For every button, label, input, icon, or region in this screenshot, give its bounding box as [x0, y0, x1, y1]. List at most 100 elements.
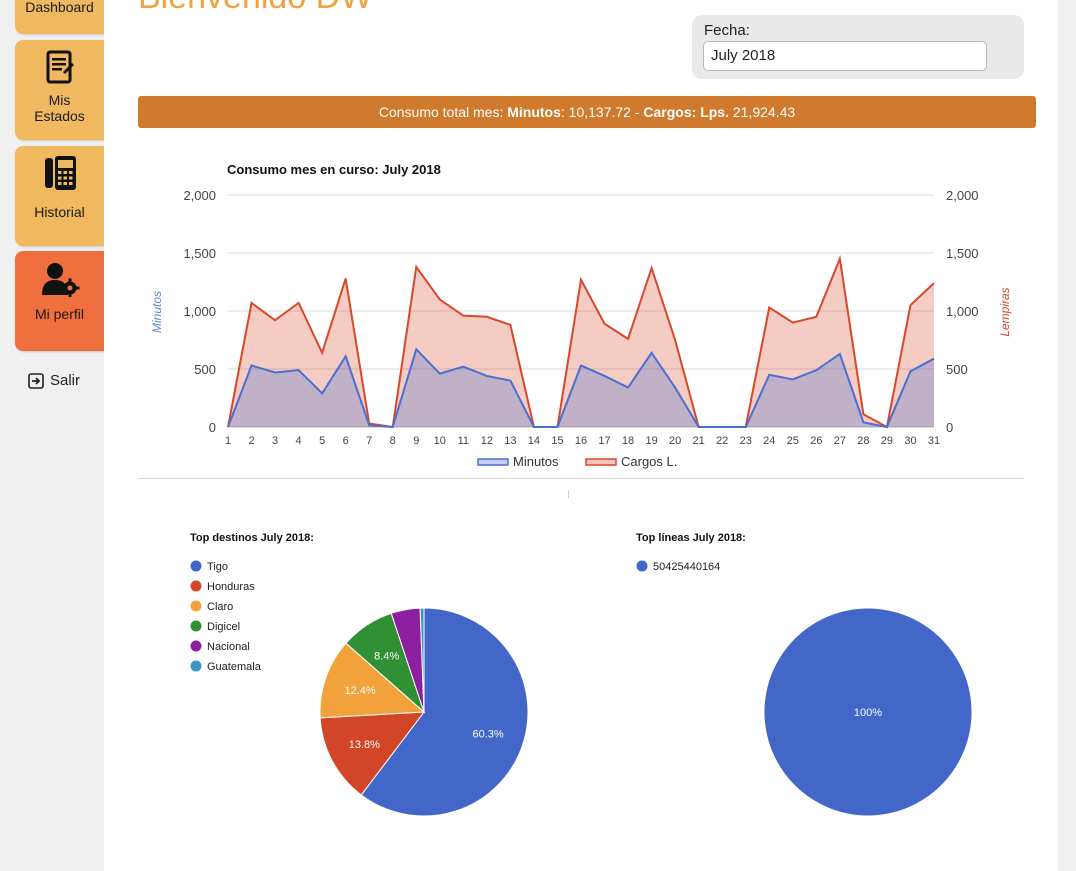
pie-slice-label: 100%	[854, 707, 882, 719]
x-tick-label: 23	[740, 435, 752, 447]
main-content: Bienvenido DW Fecha: July 2018 Consumo t…	[104, 0, 1058, 871]
nav-mis-estados-button[interactable]: Mis Estados	[15, 40, 104, 140]
x-tick-label: 30	[904, 435, 916, 447]
y-axis-right-label: Lempiras	[998, 287, 1012, 336]
x-tick-label: 22	[716, 435, 728, 447]
pie-slice	[763, 607, 973, 817]
nav-mi-perfil-label: Mi perfil	[34, 306, 84, 322]
x-tick-label: 21	[693, 435, 705, 447]
banner-cargos-label: Cargos: Lps.	[643, 104, 729, 120]
x-tick-label: 15	[551, 435, 563, 447]
legend-swatch	[190, 600, 202, 612]
banner-prefix: Consumo total mes:	[378, 104, 508, 120]
legend-swatch	[190, 660, 202, 672]
fecha-panel: Fecha: July 2018	[692, 15, 1024, 79]
x-tick-label: 17	[598, 435, 610, 447]
divider-mark	[568, 490, 569, 498]
nav-historial-button[interactable]: Historial	[15, 146, 104, 246]
legend-label: Guatemala	[207, 661, 262, 673]
nav-mis-label: Mis	[48, 92, 71, 108]
y-tick-label-right: 1,500	[946, 246, 979, 261]
banner-minutos-value: : 10,137.72 -	[560, 104, 644, 120]
x-tick-label: 24	[763, 435, 775, 447]
legend-swatch	[190, 640, 202, 652]
nav-historial-label: Historial	[34, 204, 85, 220]
y-tick-label-right: 0	[946, 420, 953, 435]
pie-slice	[360, 607, 529, 817]
x-tick-label: 9	[413, 435, 419, 447]
nav-dashboard-label: Dashboard	[25, 0, 94, 15]
legend-label-minutos: Minutos	[513, 454, 559, 469]
nav-estados-label: Estados	[34, 108, 85, 124]
legend-label: Honduras	[207, 581, 255, 593]
pie-slice-label: 12.4%	[345, 685, 376, 697]
y-tick-label-left: 1,500	[183, 246, 216, 261]
y-tick-label-left: 2,000	[183, 188, 216, 203]
consumo-area-chart: Consumo mes en curso: July 2018 0 0 500 500…	[150, 162, 1012, 469]
banner-cargos-value: 21,924.43	[728, 104, 796, 120]
x-tick-label: 10	[434, 435, 446, 447]
pie-slice	[419, 607, 425, 713]
pie-slice-label: 13.8%	[349, 739, 380, 751]
y-tick-label-right: 500	[946, 362, 968, 377]
pie-slice-label: 60.3%	[472, 728, 503, 740]
x-tick-label: 7	[366, 435, 372, 447]
user-gear-icon	[41, 263, 79, 297]
legend-swatch-cargos	[585, 458, 617, 466]
x-tick-label: 5	[319, 435, 325, 447]
pie-slice	[319, 642, 426, 719]
nav-dashboard-button[interactable]: Dashboard	[15, 0, 104, 34]
x-tick-label: 28	[857, 435, 869, 447]
top-lineas-pie-chart: Top líneas July 2018: 50425440164 100%	[636, 532, 973, 817]
nav-mi-perfil-button[interactable]: Mi perfil	[15, 251, 104, 351]
consumo-banner: Consumo total mes: Minutos: 10,137.72 - …	[138, 96, 1036, 128]
x-tick-label: 16	[575, 435, 587, 447]
fecha-label: Fecha:	[704, 22, 750, 39]
top-destinos-pie-chart: Top destinos July 2018: Tigo Honduras Clar…	[190, 532, 529, 817]
x-tick-label: 27	[834, 435, 846, 447]
logout-icon	[28, 372, 44, 389]
fecha-input[interactable]: July 2018	[703, 41, 987, 71]
x-tick-label: 4	[296, 435, 302, 447]
legend-swatch	[190, 620, 202, 632]
salir-label: Salir	[50, 372, 81, 389]
x-tick-label: 1	[225, 435, 231, 447]
legend-label: Claro	[207, 601, 233, 613]
welcome-title: Bienvenido DW	[138, 0, 372, 17]
y-tick-label-left: 0	[209, 420, 216, 435]
legend-label-cargos: Cargos L.	[621, 454, 677, 469]
nav-mis-estados-label: Mis Estados	[15, 92, 104, 124]
x-tick-label: 20	[669, 435, 681, 447]
x-tick-label: 19	[645, 435, 657, 447]
x-tick-label: 13	[504, 435, 516, 447]
legend-label: Digicel	[207, 621, 240, 633]
pie-slice	[319, 711, 426, 796]
y-axis-left-label: Minutos	[150, 291, 164, 333]
x-tick-label: 3	[272, 435, 278, 447]
legend-swatch	[190, 580, 202, 592]
pie-slice-label: 8.4%	[374, 651, 399, 663]
pie1-title: Top destinos July 2018:	[190, 532, 314, 544]
x-tick-label: 29	[881, 435, 893, 447]
x-tick-label: 18	[622, 435, 634, 447]
x-tick-label: 2	[248, 435, 254, 447]
section-divider	[138, 478, 1024, 479]
legend-label: Nacional	[207, 641, 250, 653]
x-tick-label: 26	[810, 435, 822, 447]
legend-label: 50425440164	[653, 561, 720, 573]
salir-link[interactable]: Salir	[28, 372, 80, 389]
phone-icon	[44, 156, 76, 190]
y-tick-label-right: 1,000	[946, 304, 979, 319]
x-tick-label: 11	[458, 435, 469, 447]
legend-swatch-minutos	[477, 458, 509, 466]
legend-label: Tigo	[207, 561, 228, 573]
sidebar: Dashboard Mis Estados Historial	[0, 0, 104, 871]
pie2-title: Top líneas July 2018:	[636, 532, 746, 544]
area-fill-minutos	[228, 349, 934, 427]
area-chart-legend: Minutos Cargos L.	[477, 454, 677, 469]
x-tick-label: 12	[481, 435, 493, 447]
legend-swatch	[190, 560, 202, 572]
document-icon	[46, 50, 74, 84]
y-tick-label-left: 500	[194, 362, 216, 377]
x-tick-label: 8	[390, 435, 396, 447]
